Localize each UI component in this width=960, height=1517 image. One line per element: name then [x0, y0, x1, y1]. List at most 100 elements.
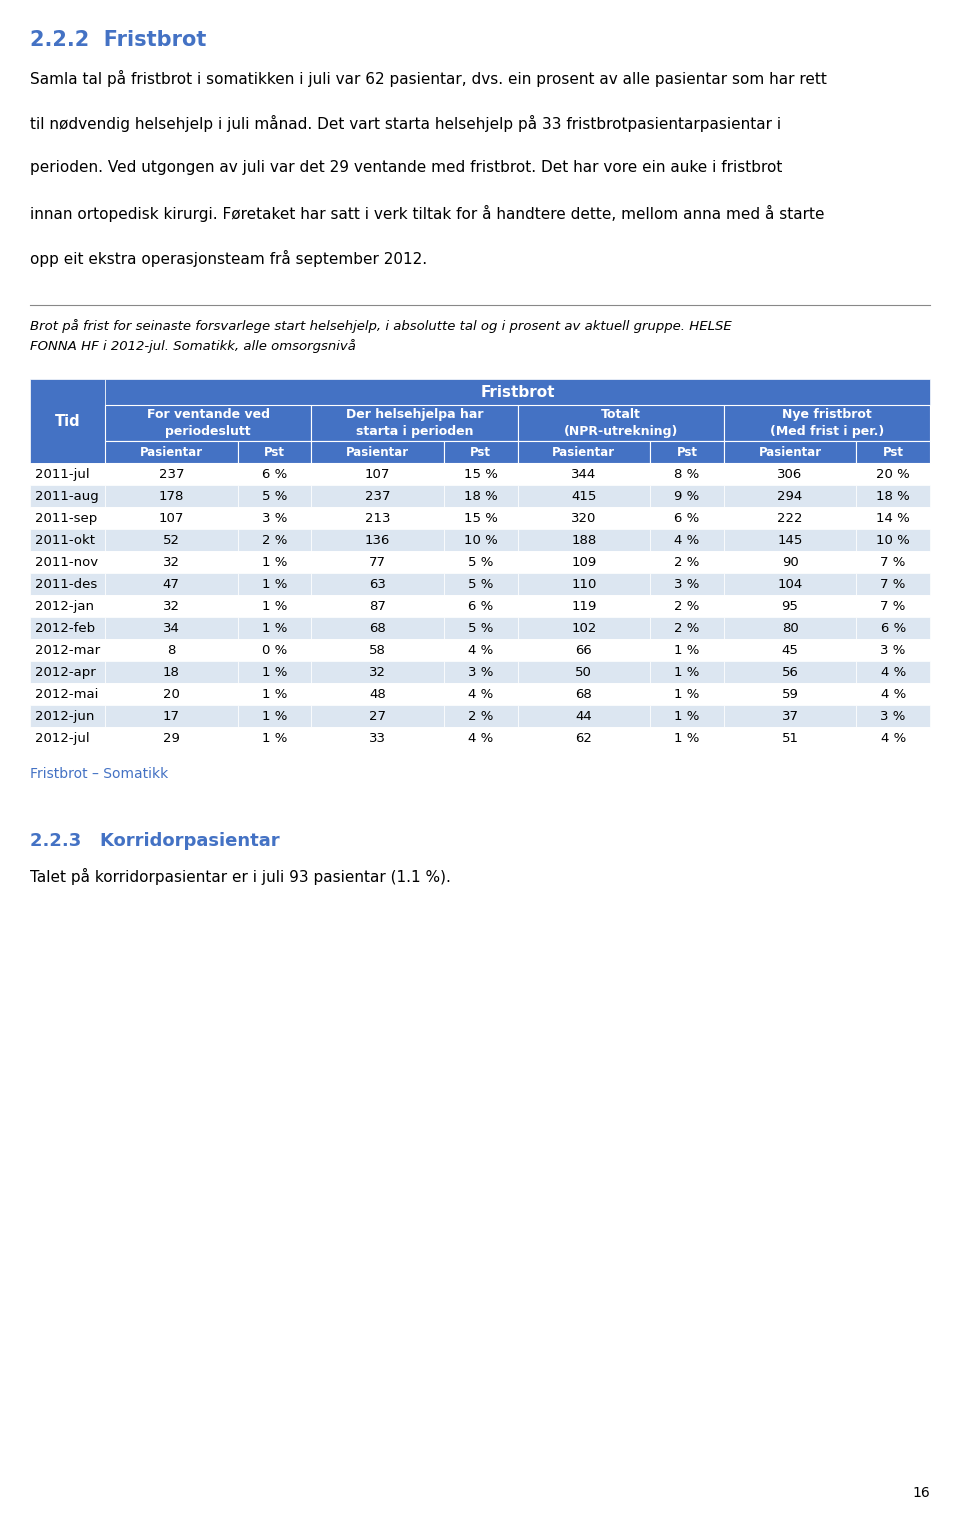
Text: 2012-jan: 2012-jan [35, 599, 94, 613]
Text: Pasientar: Pasientar [552, 446, 615, 458]
Text: 1 %: 1 % [674, 643, 700, 657]
Bar [237, 551, 311, 573]
Text: 52: 52 [163, 534, 180, 546]
Bar [517, 683, 650, 705]
Text: 62: 62 [575, 731, 592, 745]
Text: 4 %: 4 % [468, 687, 493, 701]
Bar [237, 617, 311, 639]
Bar [105, 379, 930, 405]
Text: 50: 50 [575, 666, 592, 678]
Text: 2012-mar: 2012-mar [35, 643, 100, 657]
Bar [856, 617, 930, 639]
Bar [856, 573, 930, 595]
Bar [856, 595, 930, 617]
Text: 2 %: 2 % [674, 555, 700, 569]
Text: 68: 68 [575, 687, 592, 701]
Text: 37: 37 [781, 710, 799, 722]
Bar [311, 507, 444, 529]
Text: Tid: Tid [55, 414, 81, 428]
Bar [105, 683, 237, 705]
Text: 2011-des: 2011-des [35, 578, 97, 590]
Text: 119: 119 [571, 599, 596, 613]
Text: 6 %: 6 % [262, 467, 287, 481]
Text: 222: 222 [778, 511, 803, 525]
Text: 1 %: 1 % [262, 599, 287, 613]
Bar [856, 727, 930, 749]
Bar [724, 727, 856, 749]
Text: 415: 415 [571, 490, 596, 502]
Bar [856, 661, 930, 683]
Bar [105, 727, 237, 749]
Bar [650, 727, 724, 749]
Text: 51: 51 [781, 731, 799, 745]
Text: 1 %: 1 % [262, 555, 287, 569]
Text: 32: 32 [369, 666, 386, 678]
Bar [105, 529, 237, 551]
Text: 5 %: 5 % [468, 622, 493, 634]
Bar [237, 727, 311, 749]
Text: 4 %: 4 % [880, 731, 906, 745]
Bar [444, 705, 517, 727]
Bar [311, 727, 444, 749]
Bar [105, 463, 237, 485]
Bar [517, 529, 650, 551]
Text: 18 %: 18 % [876, 490, 910, 502]
Text: 237: 237 [158, 467, 184, 481]
Bar [30, 683, 105, 705]
Bar [517, 441, 650, 463]
Text: 104: 104 [778, 578, 803, 590]
Text: 2012-feb: 2012-feb [35, 622, 95, 634]
Text: 1 %: 1 % [674, 687, 700, 701]
Text: 32: 32 [163, 599, 180, 613]
Bar [517, 661, 650, 683]
Text: Nye fristbrot
(Med frist i per.): Nye fristbrot (Med frist i per.) [770, 408, 884, 438]
Text: 320: 320 [571, 511, 596, 525]
Bar [105, 661, 237, 683]
Bar [311, 639, 444, 661]
Text: 5 %: 5 % [468, 555, 493, 569]
Bar [444, 485, 517, 507]
Bar [30, 551, 105, 573]
Text: Fristbrot – Somatikk: Fristbrot – Somatikk [30, 768, 168, 781]
Text: 20: 20 [163, 687, 180, 701]
Bar [724, 405, 930, 441]
Bar [444, 551, 517, 573]
Bar [650, 507, 724, 529]
Text: For ventande ved
periodeslutt: For ventande ved periodeslutt [147, 408, 270, 438]
Text: Pst: Pst [264, 446, 285, 458]
Bar [311, 463, 444, 485]
Bar [105, 485, 237, 507]
Text: Pasientar: Pasientar [140, 446, 203, 458]
Text: 145: 145 [778, 534, 803, 546]
Bar [105, 551, 237, 573]
Bar [444, 441, 517, 463]
Text: 9 %: 9 % [674, 490, 700, 502]
Text: Samla tal på fristbrot i somatikken i juli var 62 pasientar, dvs. ein prosent av: Samla tal på fristbrot i somatikken i ju… [30, 70, 827, 86]
Text: 2 %: 2 % [674, 622, 700, 634]
Bar [650, 639, 724, 661]
Text: 178: 178 [158, 490, 184, 502]
Text: 1 %: 1 % [262, 622, 287, 634]
Bar [237, 573, 311, 595]
Text: Totalt
(NPR-utrekning): Totalt (NPR-utrekning) [564, 408, 678, 438]
Bar [650, 617, 724, 639]
Text: 44: 44 [575, 710, 592, 722]
Bar [650, 485, 724, 507]
Text: 8: 8 [167, 643, 176, 657]
Text: 2012-jun: 2012-jun [35, 710, 94, 722]
Text: 237: 237 [365, 490, 391, 502]
Text: 306: 306 [778, 467, 803, 481]
Bar [237, 485, 311, 507]
Text: 1 %: 1 % [262, 666, 287, 678]
Bar [105, 617, 237, 639]
Text: Talet på korridorpasientar er i juli 93 pasientar (1.1 %).: Talet på korridorpasientar er i juli 93 … [30, 868, 451, 884]
Bar [311, 529, 444, 551]
Text: Pst: Pst [470, 446, 492, 458]
Text: 27: 27 [369, 710, 386, 722]
Text: 48: 48 [370, 687, 386, 701]
Bar [856, 441, 930, 463]
Bar [517, 405, 724, 441]
Text: 2.2.3   Korridorpasientar: 2.2.3 Korridorpasientar [30, 831, 279, 850]
Bar [237, 595, 311, 617]
Text: 1 %: 1 % [262, 731, 287, 745]
